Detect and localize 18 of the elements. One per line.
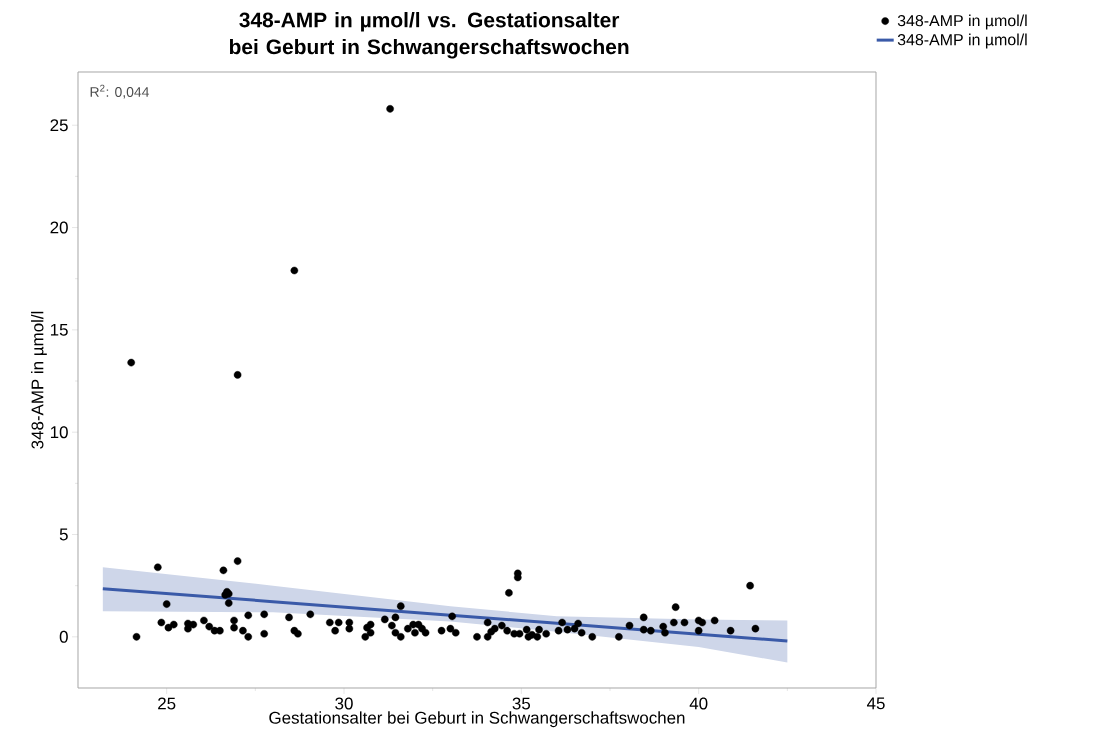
x-tick-label: 25 — [158, 697, 176, 710]
legend-label: 348-AMP in µmol/l — [897, 14, 1027, 30]
annotation: R$^{2}$: 0,044 — [90, 84, 150, 99]
y-tick-label: 15 — [50, 323, 68, 336]
y-tick-label: 10 — [50, 426, 68, 439]
y-tick-label: 0 — [59, 630, 68, 643]
y-tick-label: 20 — [50, 221, 68, 234]
y-axis-title: 348-AMP in µmol/l — [31, 311, 47, 449]
x-tick-label: 40 — [689, 697, 708, 710]
x-tick-label: 45 — [866, 697, 885, 710]
x-tick-label: 35 — [512, 697, 531, 710]
legend-label: 348-AMP in µmol/l — [897, 33, 1027, 49]
x-axis-title: Gestationsalter bei Geburt in Schwangerschaftswochen — [269, 711, 685, 728]
y-tick-label: 25 — [50, 119, 68, 132]
line-series — [101, 587, 789, 643]
chart-title: 348-AMP in µmol/l vs. Gestationsalter bei Geburt in Schwangerschaftswochen — [229, 12, 629, 59]
x-tick-label: 30 — [335, 697, 353, 710]
y-tick-label: 5 — [59, 528, 68, 541]
